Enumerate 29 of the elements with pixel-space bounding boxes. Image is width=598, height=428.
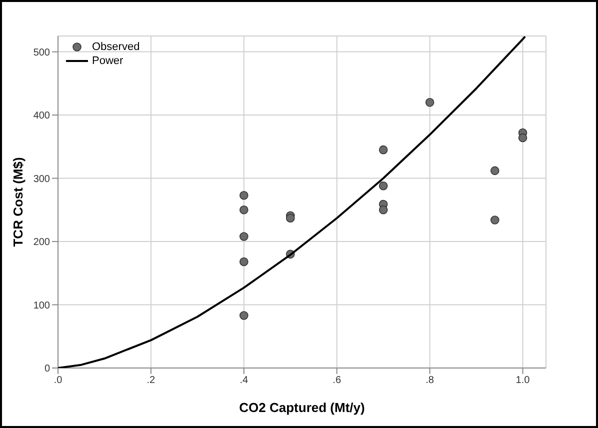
y-tick-label: 500 — [33, 47, 50, 58]
y-tick-label: 100 — [33, 300, 50, 312]
point — [425, 98, 434, 107]
point — [490, 166, 500, 176]
point — [518, 133, 528, 142]
point — [286, 214, 295, 223]
point — [378, 145, 388, 154]
point — [240, 257, 248, 266]
point — [240, 206, 248, 214]
legend-label: Power — [92, 54, 124, 68]
x-tick-label: .2 — [146, 375, 156, 386]
point — [378, 206, 388, 214]
y-tick-label: 300 — [33, 174, 50, 185]
legend-label: Observed — [92, 40, 140, 54]
x-tick-label: .4 — [240, 375, 249, 386]
x-axis-title: CO2 Captured (Mt/y) — [239, 400, 365, 415]
x-tick-label: 1.0 — [516, 375, 530, 386]
y-tick-label: 200 — [33, 237, 50, 248]
y-tick-label: 0 — [44, 364, 50, 375]
y-axis-title: TCR Cost (M$) — [10, 157, 26, 247]
y-tick-label: 400 — [33, 110, 50, 122]
x-tick-label: .8 — [426, 375, 434, 386]
x-tick-label: .0 — [54, 375, 63, 386]
x-tick-label: .6 — [332, 375, 342, 386]
point — [378, 181, 388, 190]
point — [240, 232, 248, 241]
point — [240, 190, 248, 200]
point — [490, 216, 500, 224]
point — [240, 311, 248, 320]
